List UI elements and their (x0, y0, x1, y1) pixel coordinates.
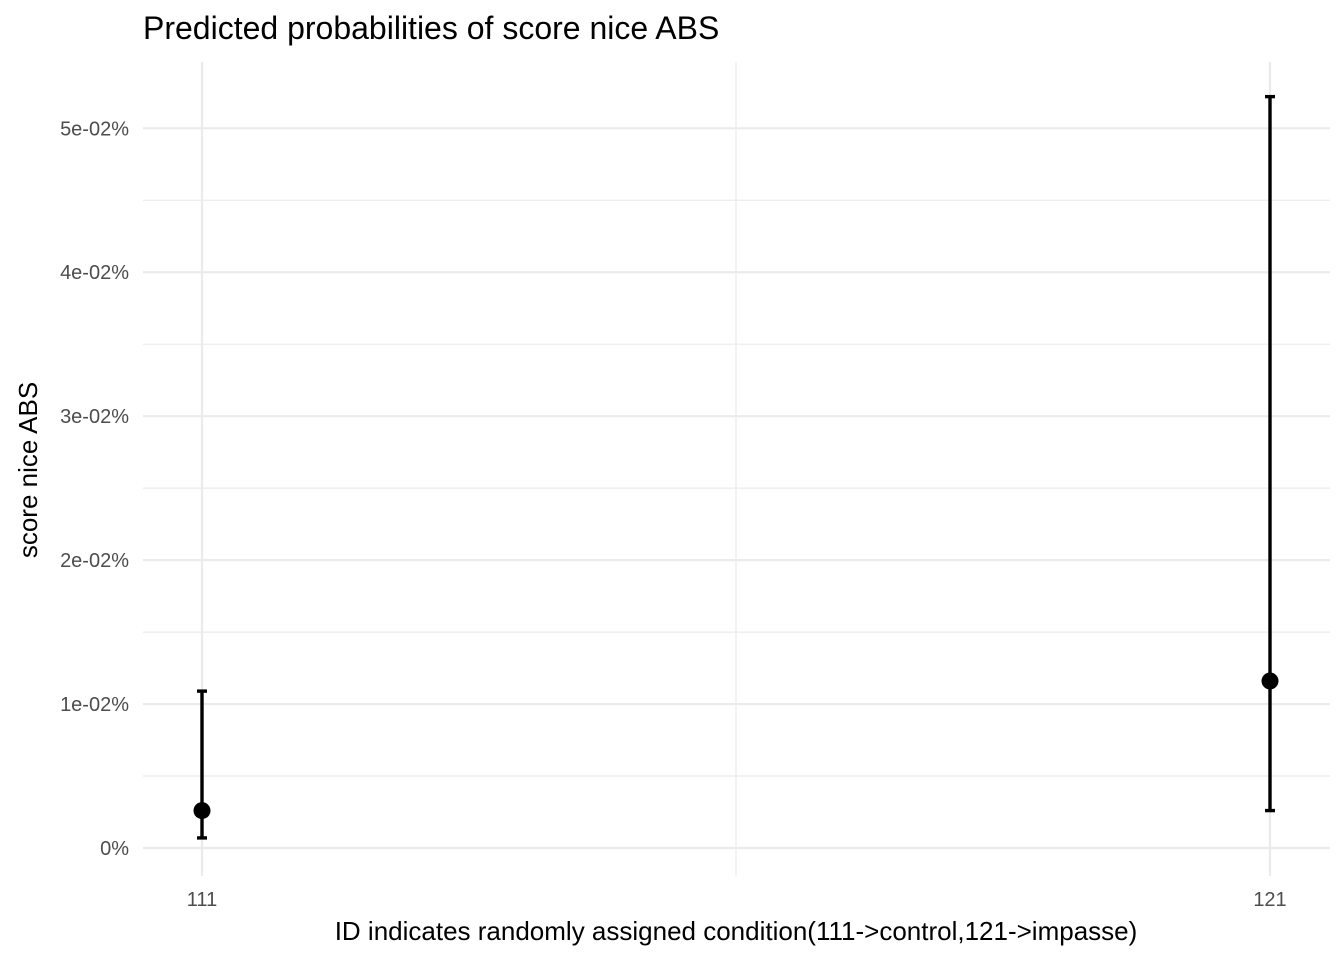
y-tick-labels: 0% 1e-02% 2e-02% 3e-02% 4e-02% 5e-02% (60, 118, 129, 860)
x-tick-labels: 111 121 (187, 889, 1287, 911)
y-tick-label: 1e-02% (60, 694, 129, 716)
x-axis-label: ID indicates randomly assigned condition… (335, 916, 1138, 946)
data-point (1261, 672, 1279, 690)
data-point (193, 802, 211, 820)
y-tick-label: 3e-02% (60, 406, 129, 428)
grid-layer (143, 62, 1330, 876)
y-tick-label: 2e-02% (60, 550, 129, 572)
chart-title: Predicted probabilities of score nice AB… (143, 10, 719, 46)
y-tick-label: 4e-02% (60, 262, 129, 284)
data-layer (193, 94, 1279, 840)
y-tick-label: 5e-02% (60, 118, 129, 140)
x-tick-label: 121 (1253, 889, 1286, 911)
y-axis-label: score nice ABS (13, 382, 43, 558)
y-tick-label: 0% (100, 838, 129, 860)
x-tick-label: 111 (187, 889, 217, 911)
